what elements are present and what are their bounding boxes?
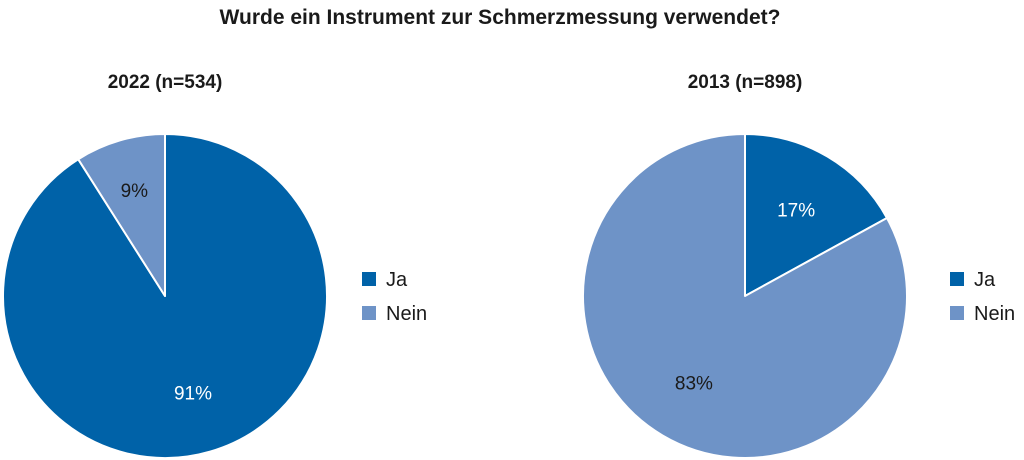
legend-label-2022-nein: Nein — [386, 303, 427, 325]
pie-chart-2022: 2022 (n=534) 91% 9% Ja Nein — [2, 72, 427, 459]
main-title: Wurde ein Instrument zur Schmerzmessung … — [220, 6, 781, 29]
pie-chart-2013: 2013 (n=898) 17% 83% Ja Nein — [581, 72, 1015, 459]
slice-label-2022-ja: 91% — [174, 384, 212, 405]
legend-label-2013-nein: Nein — [974, 303, 1015, 325]
chart-title-2022: 2022 (n=534) — [108, 72, 223, 93]
slice-label-2013-ja: 17% — [777, 201, 815, 222]
legend-swatch-2022-ja — [362, 272, 376, 286]
slice-label-2022-nein: 9% — [121, 181, 149, 202]
slice-label-2013-nein: 83% — [675, 374, 713, 395]
pie-slice-2013-nein — [581, 133, 908, 459]
pie-slice-2022-nein — [77, 133, 166, 297]
legend-label-2013-ja: Ja — [974, 269, 996, 291]
legend-swatch-2013-ja — [950, 272, 964, 286]
legend-swatch-2013-nein — [950, 306, 964, 320]
legend-swatch-2022-nein — [362, 306, 376, 320]
chart-title-2013: 2013 (n=898) — [688, 72, 803, 93]
legend-label-2022-ja: Ja — [386, 269, 408, 291]
pie-slice-2013-ja — [744, 133, 888, 297]
